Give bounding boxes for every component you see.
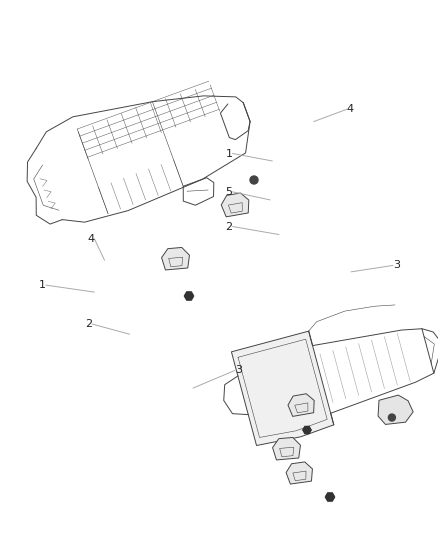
Text: 3: 3 <box>234 366 241 375</box>
Text: 4: 4 <box>87 234 94 244</box>
Polygon shape <box>231 331 333 446</box>
Circle shape <box>249 176 258 184</box>
Text: 4: 4 <box>346 104 353 114</box>
Text: 3: 3 <box>392 261 399 270</box>
Polygon shape <box>272 438 300 460</box>
Polygon shape <box>221 193 248 217</box>
Polygon shape <box>287 394 314 416</box>
Text: 1: 1 <box>225 149 232 158</box>
Text: 2: 2 <box>85 319 92 329</box>
Polygon shape <box>377 395 412 424</box>
Polygon shape <box>302 426 311 434</box>
Polygon shape <box>161 247 189 270</box>
Text: 5: 5 <box>225 187 232 197</box>
Polygon shape <box>324 492 334 502</box>
Polygon shape <box>184 292 194 300</box>
Circle shape <box>388 414 395 421</box>
Text: 2: 2 <box>225 222 232 231</box>
Text: 1: 1 <box>39 280 46 290</box>
Polygon shape <box>286 462 312 484</box>
